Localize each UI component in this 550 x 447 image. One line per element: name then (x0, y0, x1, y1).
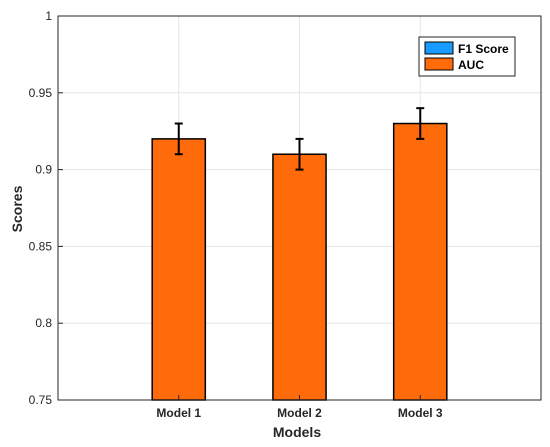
x-tick-label: Model 2 (277, 406, 322, 420)
y-tick-label: 0.8 (35, 316, 52, 330)
x-tick-label: Model 3 (398, 406, 443, 420)
bar-auc (272, 153, 327, 401)
legend-label: AUC (458, 58, 484, 72)
error-bars (174, 107, 425, 171)
legend-swatch (424, 41, 454, 55)
y-tick-label: 0.85 (29, 239, 53, 253)
legend-label: F1 Score (458, 42, 509, 56)
bar-auc (151, 138, 207, 401)
y-tick-label: 0.9 (35, 163, 52, 177)
x-axis-title: Models (273, 424, 321, 440)
tick-labels: 0.75 0.8 0.85 0.9 0.95 1 Model 1 Model 2 Model 3 (29, 9, 443, 420)
x-tick-label: Model 1 (156, 406, 201, 420)
axes (57, 15, 542, 401)
y-axis-title: Scores (9, 185, 25, 232)
legend: F1 Score AUC (418, 36, 516, 77)
bars (151, 122, 448, 401)
y-tick-label: 0.75 (29, 393, 53, 407)
legend-swatch (424, 57, 454, 71)
bar-auc (392, 122, 448, 401)
y-tick-label: 0.95 (29, 86, 53, 100)
y-tick-label: 1 (45, 9, 52, 23)
axes-frame (57, 15, 542, 401)
